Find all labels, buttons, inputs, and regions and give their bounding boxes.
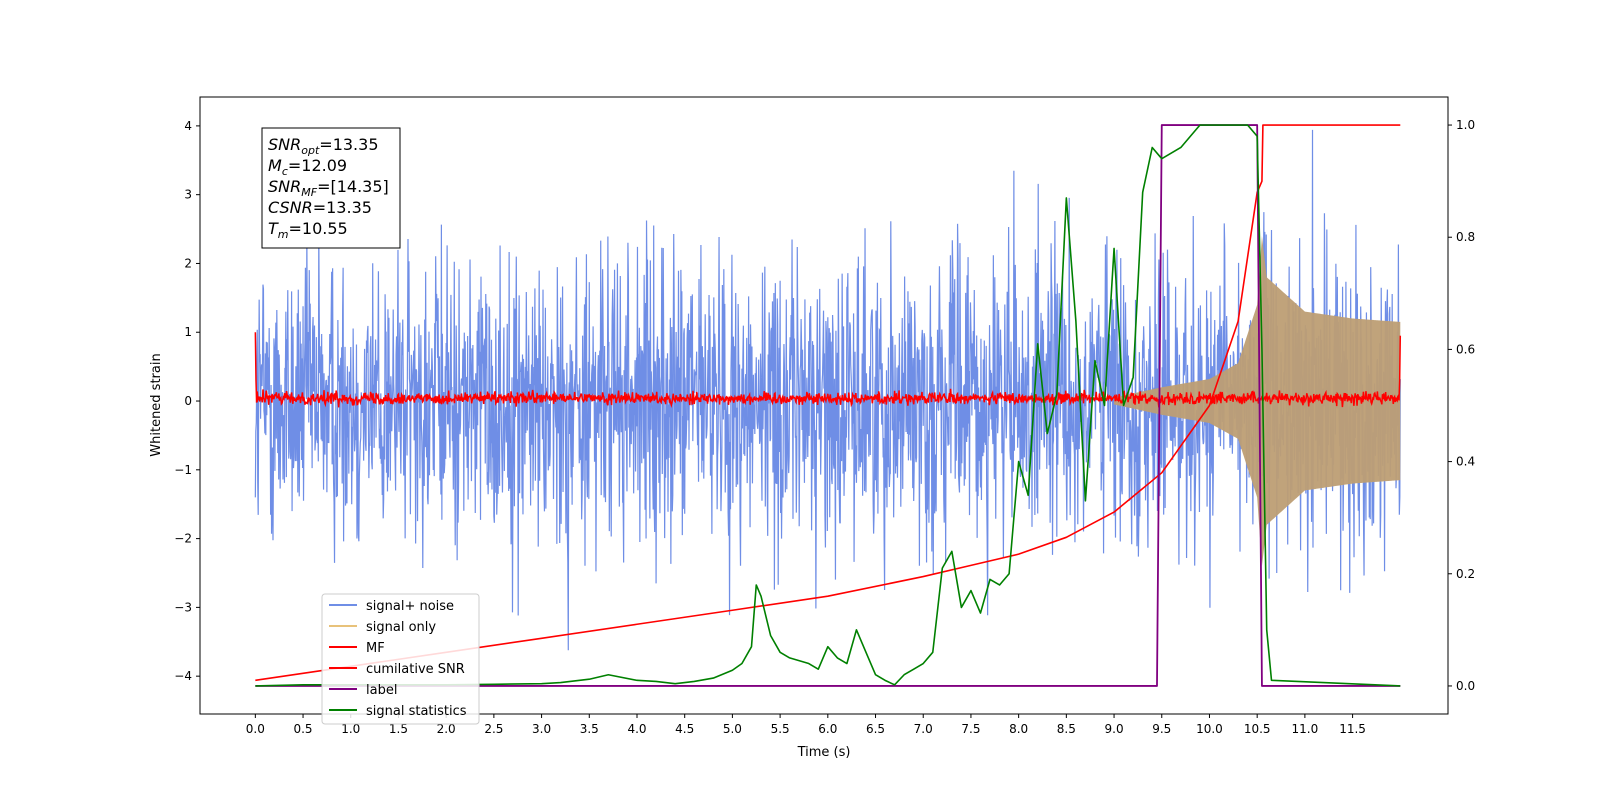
legend-entry-mf: MF [329, 641, 385, 656]
y-tick-label-right: 0.4 [1456, 455, 1475, 469]
x-tick-label: 10.0 [1196, 722, 1223, 736]
x-tick-label: 6.0 [818, 722, 837, 736]
plot-area [254, 124, 1402, 687]
x-tick-label: 0.5 [293, 722, 312, 736]
x-tick-label: 4.0 [627, 722, 646, 736]
x-tick-label: 8.5 [1057, 722, 1076, 736]
y-axis-left: 4 3 2 1 0 −1 −2 −3 −4 [174, 119, 200, 683]
legend-entry-signal-statistics: signal statistics [329, 704, 467, 719]
series-signal-statistics [255, 124, 1401, 687]
info-box: SNRopt=13.35 Mc=12.09 SNRMF=[14.35] CSNR… [261, 127, 401, 249]
y-tick-label-left: −4 [174, 669, 192, 683]
x-tick-label: 5.0 [723, 722, 742, 736]
legend-entry-signal-noise: signal+ noise [329, 599, 454, 614]
legend-label-signal-statistics: signal statistics [366, 704, 467, 719]
y-axis-right: 1.0 0.8 0.6 0.4 0.2 0.0 [1448, 118, 1475, 693]
legend-label-mf: MF [366, 641, 385, 656]
info-mc: Mc=12.09 [268, 156, 347, 178]
y-tick-label-right: 0.2 [1456, 567, 1475, 581]
x-tick-label: 1.5 [389, 722, 408, 736]
legend-entry-signal-only: signal only [329, 620, 436, 635]
axes-frame [199, 96, 1449, 715]
x-tick-label: 3.5 [580, 722, 599, 736]
y-tick-label-left: −3 [174, 600, 192, 614]
x-tick-label: 2.5 [484, 722, 503, 736]
legend-label-signal-noise: signal+ noise [366, 599, 454, 614]
x-tick-label: 11.5 [1339, 722, 1366, 736]
info-snr-mf: SNRMF=[14.35] [268, 177, 389, 199]
x-tick-label: 1.0 [341, 722, 360, 736]
x-tick-label: 9.0 [1105, 722, 1124, 736]
x-tick-label: 10.5 [1244, 722, 1271, 736]
legend-label-cumulative-snr: cumilative SNR [366, 662, 465, 677]
info-tm: Tm=10.55 [268, 219, 348, 241]
x-tick-label: 7.5 [961, 722, 980, 736]
y-tick-label-left: 2 [184, 256, 192, 270]
y-tick-label-right: 0.6 [1456, 342, 1475, 356]
x-tick-label: 6.5 [866, 722, 885, 736]
y-tick-label-right: 0.0 [1456, 679, 1475, 693]
y-tick-label-left: −1 [174, 463, 192, 477]
x-tick-label: 2.0 [437, 722, 456, 736]
legend-entry-label: label [329, 683, 397, 698]
y-tick-label-left: 4 [184, 119, 192, 133]
info-box-frame [261, 127, 401, 249]
x-tick-label: 3.0 [532, 722, 551, 736]
y-tick-label-left: 3 [184, 188, 192, 202]
y-tick-label-right: 0.8 [1456, 230, 1475, 244]
series-signal-noise [254, 129, 1401, 651]
series-mf [254, 332, 1402, 409]
legend-entry-cumulative-snr: cumilative SNR [329, 662, 465, 677]
legend-label-signal-only: signal only [366, 620, 436, 635]
legend-label-label: label [366, 683, 397, 698]
x-tick-label: 5.5 [771, 722, 790, 736]
y-axis-label: Whitened strain [149, 353, 164, 456]
x-tick-label: 11.0 [1292, 722, 1319, 736]
x-axis: 0.0 0.5 1.0 1.5 2.0 2.5 3.0 3.5 4.0 4.5 5.0 5.5 6.0 6… [246, 714, 1366, 736]
x-tick-label: 4.5 [675, 722, 694, 736]
y-tick-label-right: 1.0 [1456, 118, 1475, 132]
x-tick-label: 9.5 [1152, 722, 1171, 736]
legend: signal+ noise signal only MF cumilative … [321, 593, 480, 725]
x-tick-label: 7.0 [914, 722, 933, 736]
x-tick-label: 0.0 [246, 722, 265, 736]
y-tick-label-left: 1 [184, 325, 192, 339]
x-axis-label: Time (s) [797, 745, 851, 760]
y-tick-label-left: −2 [174, 532, 192, 546]
info-csnr: CSNR=13.35 [268, 198, 372, 217]
legend-frame [321, 593, 480, 725]
info-snr-opt: SNRopt=13.35 [268, 135, 379, 157]
y-tick-label-left: 0 [184, 394, 192, 408]
x-tick-label: 8.0 [1009, 722, 1028, 736]
